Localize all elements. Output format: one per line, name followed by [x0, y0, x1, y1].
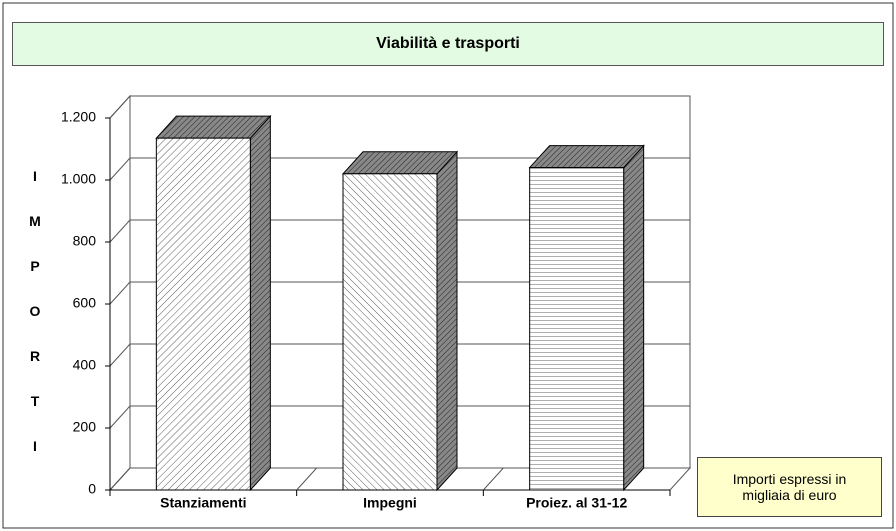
y-tick-label: 1.000 — [61, 171, 96, 187]
bar-side — [623, 144, 645, 492]
x-tick-label: Stanziamenti — [160, 495, 246, 511]
bar-side — [249, 114, 271, 492]
bar — [342, 173, 438, 491]
y-tick-label: 0 — [88, 481, 96, 497]
grid-line — [109, 467, 131, 491]
grid-line — [109, 343, 131, 367]
category-separator — [482, 467, 504, 491]
y-tick-label: 1.200 — [61, 109, 96, 125]
x-tick-label: Impegni — [363, 495, 417, 511]
bar — [155, 137, 251, 491]
chart-title: Viabilità e trasporti — [12, 22, 884, 66]
x-tick-label: Proiez. al 31-12 — [526, 495, 627, 511]
grid-line — [109, 157, 131, 181]
grid-line — [109, 219, 131, 243]
bar-top — [155, 115, 272, 139]
bar-top — [341, 151, 459, 175]
category-separator — [296, 467, 318, 491]
y-tick-label: 400 — [73, 357, 97, 373]
bar — [529, 167, 625, 491]
grid-line — [109, 405, 131, 429]
note: Importi espressi in migliaia di euro — [697, 457, 882, 517]
grid-line — [109, 95, 131, 119]
bar-top — [528, 145, 645, 169]
bar-side — [436, 150, 458, 492]
y-tick-label: 200 — [73, 419, 97, 435]
y-tick-label: 800 — [73, 233, 97, 249]
grid-line — [109, 281, 131, 305]
y-tick-label: 600 — [73, 295, 97, 311]
